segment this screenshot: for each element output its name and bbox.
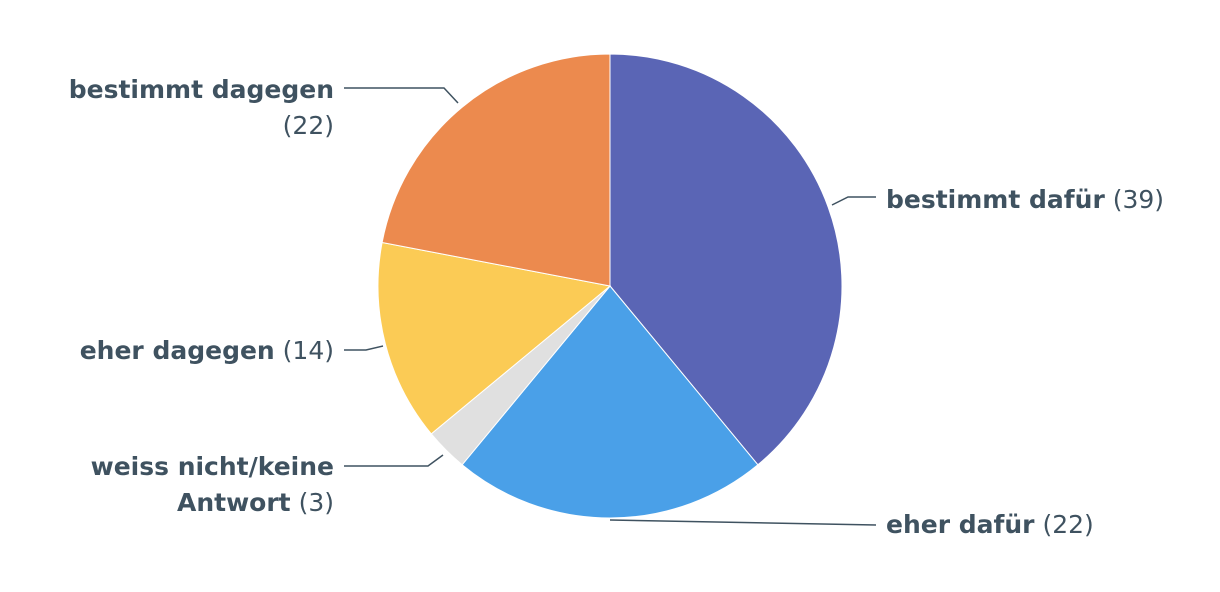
slice-label-line: weiss nicht/keine xyxy=(91,452,334,481)
connector-line xyxy=(344,454,444,467)
slice-label-eher-daf-r: eher dafür (22) xyxy=(886,510,1094,539)
connector-line xyxy=(344,345,384,351)
connector-line xyxy=(609,519,877,526)
slice-label-name: bestimmt dagegen xyxy=(69,75,334,104)
slice-label-eher-dagegen: eher dagegen (14) xyxy=(80,336,334,365)
connector-line xyxy=(344,87,459,104)
connector-line xyxy=(831,196,876,206)
pie-slices xyxy=(377,53,843,519)
pie-slice-eher-dagegen xyxy=(377,241,612,435)
label-connectors xyxy=(344,87,877,526)
slice-label-weiss-nicht-keine-antwort: weiss nicht/keine Antwort (3) xyxy=(91,452,334,517)
slice-label-bestimmt-dagegen: bestimmt dagegen (22) xyxy=(69,75,334,140)
slice-label-line: Antwort (3) xyxy=(177,488,334,517)
pie-slice-eher-daf-r xyxy=(461,285,759,519)
slice-labels: bestimmt dafür (39) eher dafür (22) weiss … xyxy=(69,75,1164,539)
slice-label-bestimmt-daf-r: bestimmt dafür (39) xyxy=(886,185,1164,214)
pie-slice-bestimmt-dagegen xyxy=(381,53,611,287)
slice-label-value: (22) xyxy=(283,111,334,140)
pie-slice-bestimmt-daf-r xyxy=(609,53,843,466)
